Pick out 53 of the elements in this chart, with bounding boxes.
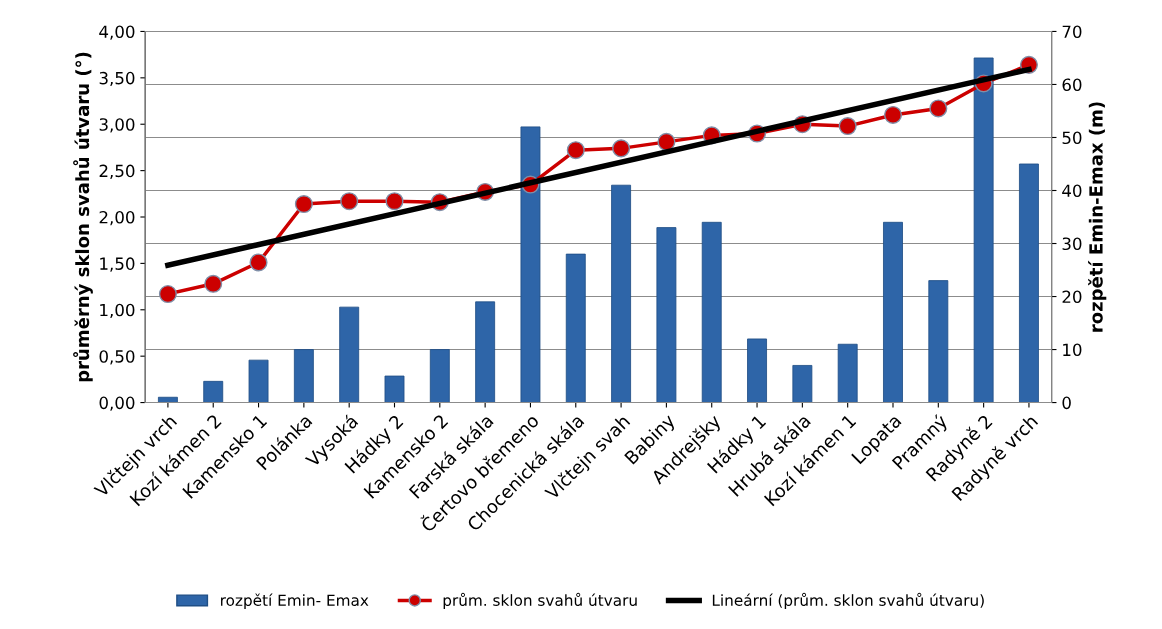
bar — [248, 359, 269, 403]
bar — [928, 280, 949, 403]
bar — [1019, 163, 1039, 403]
y2-tick-label: 10 — [1063, 343, 1082, 357]
y-tick-label: 4,00 — [99, 25, 135, 40]
y2-tick-label: 0 — [1062, 396, 1071, 410]
bar — [656, 227, 677, 403]
bar — [384, 375, 405, 403]
point — [929, 99, 948, 118]
bar — [203, 380, 224, 403]
y-tick-label: 2,00 — [99, 210, 135, 226]
bar — [973, 57, 994, 403]
legend-label: rozpětí Emin- Emax — [221, 593, 369, 609]
bar — [520, 126, 541, 403]
y2-tick-label: 60 — [1062, 78, 1082, 92]
bar — [339, 306, 360, 403]
bar — [293, 349, 314, 403]
y2-tick-label: 70 — [1062, 25, 1082, 39]
y2-tick-label: 40 — [1062, 184, 1082, 198]
bar — [792, 365, 813, 403]
bar — [475, 301, 496, 403]
y-axis-title: průměrný sklon svahů útvaru (°) — [73, 52, 93, 382]
point — [838, 117, 857, 136]
bar — [883, 221, 903, 403]
y2-axis-title: rozpětí Emin-Emax (m) — [1088, 102, 1107, 332]
point — [883, 105, 903, 124]
y2-tick-label: 50 — [1062, 131, 1082, 145]
y-tick-label: 0,00 — [99, 396, 135, 411]
y2-tick-label: 30 — [1062, 237, 1082, 251]
point — [294, 194, 313, 214]
y2-tick-label: 20 — [1062, 290, 1082, 304]
point — [612, 139, 631, 158]
y-tick-label: 1,00 — [100, 303, 135, 319]
legend-label: prům. sklon svahů útvaru — [443, 592, 637, 609]
point — [204, 274, 223, 293]
point — [249, 253, 268, 272]
y-tick-label: 2,50 — [99, 164, 135, 179]
point — [566, 141, 585, 160]
point — [158, 284, 177, 304]
bar — [747, 338, 767, 403]
y-tick-label: 1,50 — [100, 257, 135, 272]
y-tick-label: 3,50 — [99, 71, 135, 87]
bar — [611, 184, 632, 403]
point — [657, 132, 676, 151]
y-tick-label: 0,50 — [99, 350, 135, 365]
bar — [429, 349, 450, 403]
point — [385, 192, 404, 211]
legend-label: Lineární (prům. sklon svahů útvaru) — [712, 592, 984, 609]
bar — [565, 253, 586, 403]
bar — [701, 221, 722, 403]
y-tick-label: 3,00 — [99, 118, 135, 133]
bar — [837, 343, 858, 403]
point — [340, 192, 359, 211]
